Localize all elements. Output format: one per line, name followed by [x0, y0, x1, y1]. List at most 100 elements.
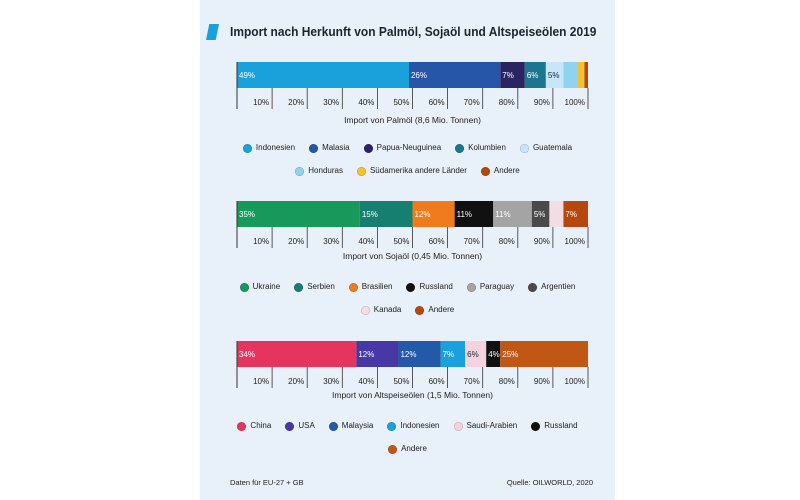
legend-swatch [309, 143, 319, 153]
x-tick-label: 50% [393, 377, 409, 386]
legend-label: Andere [428, 305, 455, 314]
data-label: 6% [527, 71, 539, 80]
legend-swatch [242, 143, 252, 153]
bar-segment [563, 201, 588, 227]
legend-item: USA [285, 420, 315, 432]
legend-swatch [455, 143, 465, 153]
legend-row: Indonesien Malasia Papua-Neuguinea Kolumbie… [200, 142, 615, 154]
palm-oil-legend: Indonesien Malasia Papua-Neuguinea Kolumbie… [200, 142, 615, 178]
bar-segment [412, 201, 455, 227]
legend-label: Südamerika andere Länder [369, 166, 467, 175]
legend-row: Kanada Andere [200, 304, 615, 316]
legend-swatch [239, 282, 249, 292]
bar-segment [398, 341, 441, 367]
legend-label: Indonesien [400, 421, 440, 430]
legend-item: Serbien [294, 281, 335, 293]
x-tick-label: 50% [393, 237, 409, 246]
legend-swatch [295, 166, 305, 176]
data-label: 4% [488, 350, 500, 359]
soybean-oil-legend: Ukraine Serbien Brasilien Russland Paraguay A… [200, 281, 615, 317]
legend-label: Ukraine [252, 282, 281, 291]
legend-row: China USA Malaysia Indonesien Saudi-Arabien R… [200, 420, 615, 432]
page-title: Import nach Herkunft von Palmöl, Sojaöl … [230, 24, 597, 39]
bar-segment [549, 201, 564, 227]
bar-segment [486, 341, 501, 367]
x-axis-title: Import von Altspeiseölen (1,5 Mio. Tonne… [332, 390, 493, 400]
legend-swatch [328, 421, 338, 431]
x-tick-label: 80% [499, 377, 515, 386]
x-tick-label: 80% [499, 98, 515, 107]
bar-segment [440, 341, 466, 367]
bar-segment [237, 201, 360, 227]
legend-item: China [237, 420, 271, 432]
legend-item: Brasilien [348, 281, 393, 293]
x-tick-label: 20% [288, 377, 304, 386]
x-tick-label: 70% [464, 377, 480, 386]
x-tick-label: 30% [323, 98, 339, 107]
legend-swatch [466, 282, 476, 292]
legend-label: Kolumbien [468, 143, 506, 152]
x-tick-label: 30% [323, 237, 339, 246]
legend-item: Guatemala [519, 142, 573, 154]
x-tick-label: 70% [464, 237, 480, 246]
legend-swatch [237, 421, 247, 431]
x-axis-title: Import von Sojaöl (0,45 Mio. Tonnen) [343, 251, 482, 261]
bar-segment [454, 201, 494, 227]
x-tick-label: 10% [253, 98, 269, 107]
x-tick-label: 90% [534, 377, 550, 386]
legend-label: Brasilien [361, 282, 393, 291]
legend-item: Honduras [295, 165, 343, 177]
legend-label: USA [298, 421, 315, 430]
soybean-oil-chart: 35% 15% 12% 11% 11% 5% 7% 10% 20% 30% 40% 50% 60% 70%… [236, 201, 589, 261]
legend-swatch [388, 444, 398, 454]
data-label: 5% [548, 71, 560, 80]
data-label: 5% [534, 210, 546, 219]
data-label: 7% [443, 350, 455, 359]
legend-item: Papua-Neuguinea [363, 142, 442, 154]
legend-swatch [453, 421, 463, 431]
data-label: 25% [502, 350, 518, 359]
bar-segment [237, 341, 357, 367]
legend-swatch [356, 166, 366, 176]
x-tick-label: 20% [288, 98, 304, 107]
bar-segment [500, 341, 588, 367]
data-label: 49% [239, 71, 255, 80]
x-tick-label: 60% [429, 237, 445, 246]
legend-swatch [519, 143, 529, 153]
data-label: 26% [411, 71, 427, 80]
x-tick-label: 70% [464, 98, 480, 107]
legend-label: Honduras [308, 166, 343, 175]
x-tick-label: 60% [429, 98, 445, 107]
legend-item: Russland [406, 281, 453, 293]
legend-item: Andere [480, 165, 520, 177]
legend-label: Indonesien [255, 143, 296, 152]
bar-segment [500, 62, 525, 88]
bar-segment [563, 62, 578, 88]
x-tick-label: 10% [253, 237, 269, 246]
legend-item: Malasia [309, 142, 350, 154]
legend-label: Papua-Neuguinea [376, 143, 442, 152]
legend-item: Argentien [528, 281, 575, 293]
legend-label: Andere [401, 444, 427, 453]
x-tick-label: 100% [565, 237, 585, 246]
legend-swatch [406, 282, 416, 292]
legend-item: Indonesien [242, 142, 296, 154]
legend-row: Ukraine Serbien Brasilien Russland Paraguay A… [200, 281, 615, 293]
legend-swatch [531, 421, 541, 431]
data-label: 12% [358, 350, 374, 359]
x-tick-label: 50% [393, 98, 409, 107]
legend-label: Guatemala [532, 143, 573, 152]
legend-item: Indonesien [387, 420, 440, 432]
legend-label: Kanada [373, 305, 402, 314]
palm-oil-chart: 49% 26% 7% 6% 5% 10% 20% 30% 40% 50% 60% 70% 80% 90% 1… [236, 62, 589, 125]
legend-swatch [294, 282, 304, 292]
legend-swatch [348, 282, 358, 292]
data-label: 12% [415, 210, 431, 219]
bar-segment [584, 62, 588, 88]
legend-item: Russland [531, 420, 578, 432]
x-tick-label: 100% [565, 377, 585, 386]
legend-label: China [250, 421, 272, 430]
legend-label: Russland [544, 421, 578, 430]
legend-swatch [285, 421, 295, 431]
legend-label: Paraguay [479, 282, 515, 291]
